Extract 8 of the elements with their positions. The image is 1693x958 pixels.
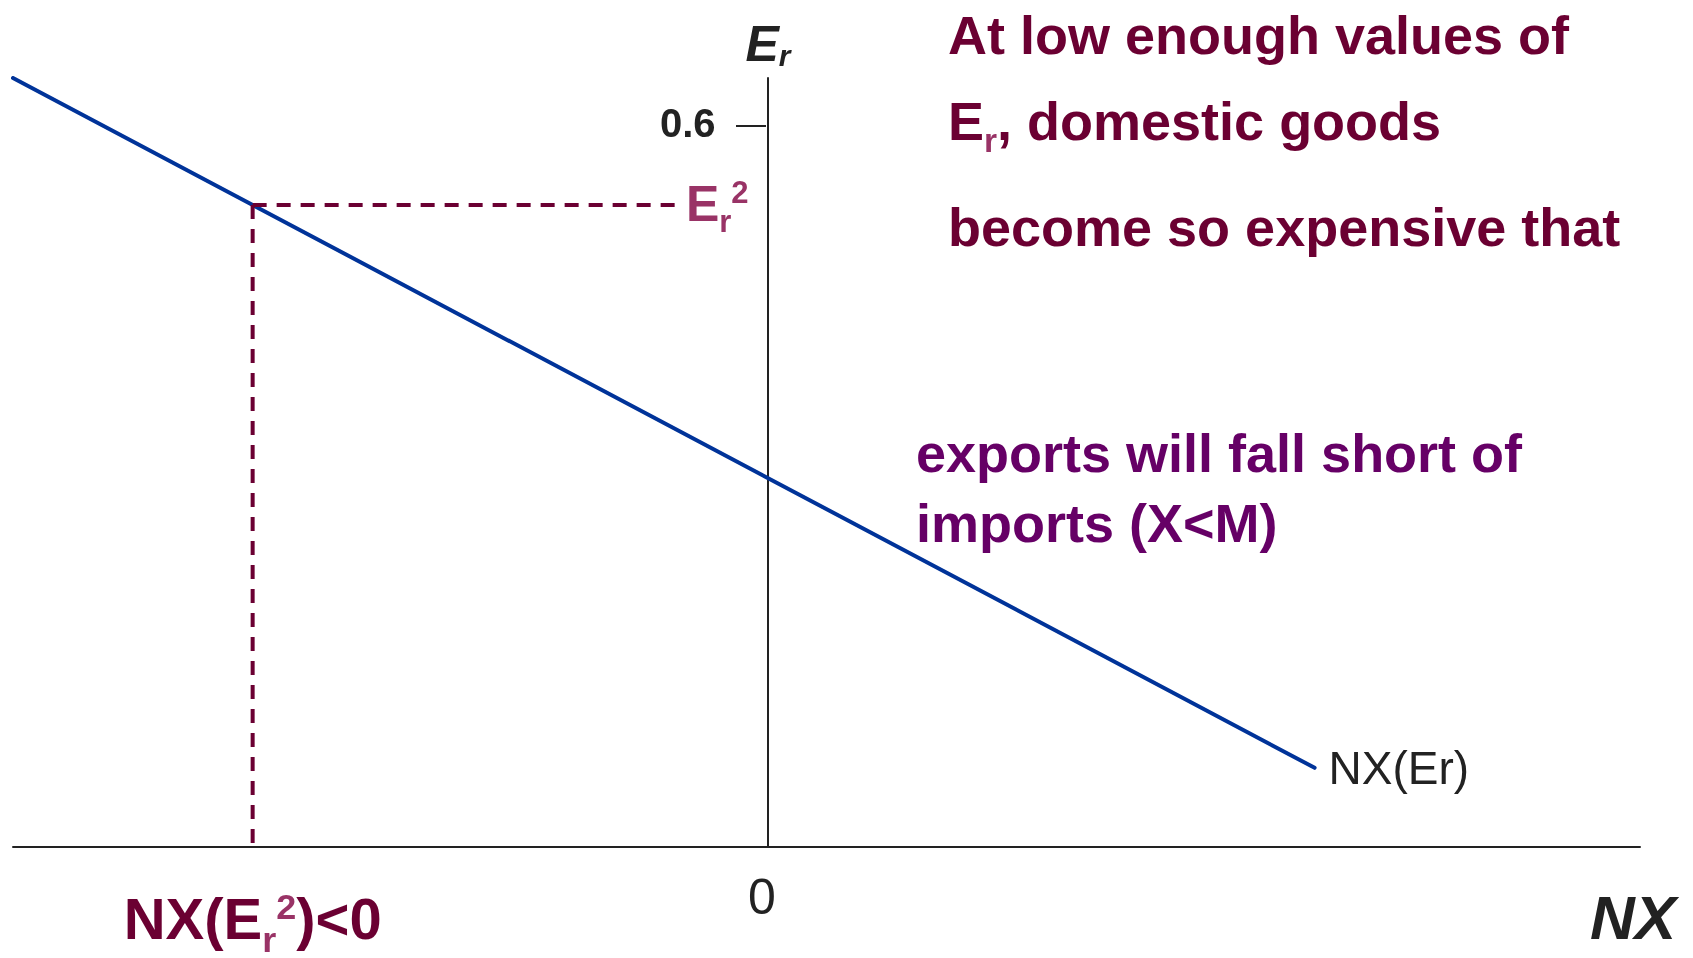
annotation: At low enough values of E$_{r}$, domestic goods become so expensive that xyxy=(948,4,1622,259)
text: NX(E$_{r}$$^{2}$)<0 xyxy=(123,886,382,958)
series-label: NX(Er) xyxy=(1328,741,1470,794)
x-axis-title: NX xyxy=(1590,882,1680,952)
annotation: exports will fall short of imports (X<M) xyxy=(916,422,1524,556)
y-axis-title: Er xyxy=(745,15,793,72)
annotation: 0.6 xyxy=(660,101,716,145)
text: 0 xyxy=(748,869,776,925)
